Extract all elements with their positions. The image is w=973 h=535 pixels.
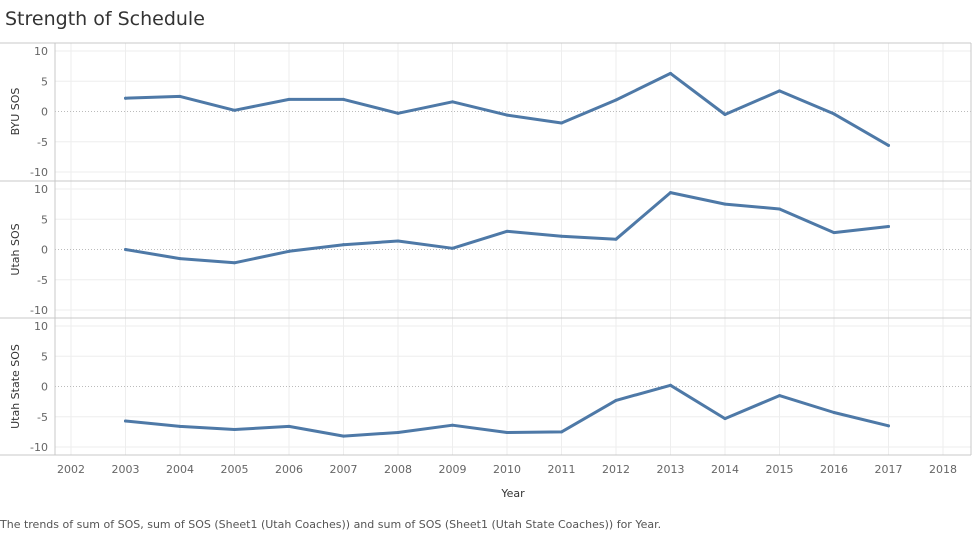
data-point [505, 229, 509, 233]
data-point [669, 71, 672, 75]
x-tick-label: 2015 [766, 463, 794, 476]
x-tick-label: 2010 [493, 463, 521, 476]
data-point [178, 424, 182, 428]
data-point [723, 202, 727, 206]
data-point [832, 231, 836, 235]
data-point [505, 113, 509, 117]
y-tick-label: -10 [30, 166, 48, 179]
y-tick-label: -10 [30, 304, 48, 317]
data-point [614, 237, 618, 241]
data-point [560, 234, 563, 238]
data-point [287, 249, 291, 253]
y-tick-label: -5 [37, 274, 48, 287]
x-tick-label: 2012 [602, 463, 630, 476]
x-axis-title: Year [500, 487, 525, 500]
y-tick-label: 5 [41, 350, 48, 363]
data-point [396, 111, 400, 115]
y-tick-label: 5 [41, 75, 48, 88]
data-point [178, 94, 182, 98]
data-point [723, 113, 727, 117]
data-point [342, 434, 345, 438]
data-point [669, 383, 672, 387]
y-tick-label: -5 [37, 136, 48, 149]
x-tick-label: 2014 [711, 463, 739, 476]
x-tick-label: 2004 [166, 463, 194, 476]
x-tick-label: 2018 [929, 463, 957, 476]
data-point [396, 430, 400, 434]
x-tick-label: 2009 [439, 463, 467, 476]
data-point [396, 239, 400, 243]
data-point [124, 248, 127, 251]
x-tick-label: 2016 [820, 463, 848, 476]
x-tick-label: 2007 [330, 463, 358, 476]
y-tick-label: 0 [41, 106, 48, 119]
data-point [233, 427, 236, 431]
data-point [178, 257, 182, 261]
data-point [560, 430, 563, 434]
data-point [233, 108, 236, 112]
data-point [233, 261, 236, 265]
data-point [342, 97, 345, 101]
y-tick-label: 10 [34, 183, 48, 196]
y-tick-label: -5 [37, 411, 48, 424]
data-point [560, 121, 563, 125]
data-point [287, 424, 291, 428]
data-point [723, 417, 727, 421]
y-tick-label: 10 [34, 45, 48, 58]
chart-caption: The trends of sum of SOS, sum of SOS (Sh… [0, 518, 662, 531]
data-point [887, 143, 890, 147]
data-point [669, 191, 672, 195]
y-tick-label: 5 [41, 213, 48, 226]
y-axis-title: Utah SOS [9, 223, 22, 275]
y-axis-title: Utah State SOS [9, 344, 22, 429]
data-point [451, 423, 454, 427]
data-point [778, 89, 781, 93]
chart-title: Strength of Schedule [5, 8, 205, 30]
data-point [832, 411, 836, 415]
data-point [614, 398, 618, 402]
data-point [342, 243, 345, 247]
data-point [778, 394, 781, 398]
data-point [614, 98, 618, 102]
x-tick-label: 2013 [657, 463, 685, 476]
data-point [124, 96, 127, 100]
data-point [887, 225, 890, 229]
data-point [887, 424, 890, 428]
y-tick-label: 10 [34, 320, 48, 333]
y-tick-label: -10 [30, 441, 48, 454]
x-tick-label: 2017 [875, 463, 903, 476]
data-point [287, 97, 291, 101]
x-tick-label: 2002 [57, 463, 85, 476]
data-point [451, 246, 454, 250]
x-tick-label: 2011 [548, 463, 576, 476]
data-point [451, 100, 454, 104]
data-point [124, 419, 127, 423]
x-tick-label: 2003 [112, 463, 140, 476]
y-tick-label: 0 [41, 244, 48, 257]
x-tick-label: 2006 [275, 463, 303, 476]
y-axis-title: BYU SOS [9, 88, 22, 136]
data-point [778, 207, 781, 211]
y-tick-label: 0 [41, 381, 48, 394]
x-tick-label: 2005 [221, 463, 249, 476]
data-point [505, 430, 509, 434]
x-tick-label: 2008 [384, 463, 412, 476]
data-point [832, 112, 836, 116]
